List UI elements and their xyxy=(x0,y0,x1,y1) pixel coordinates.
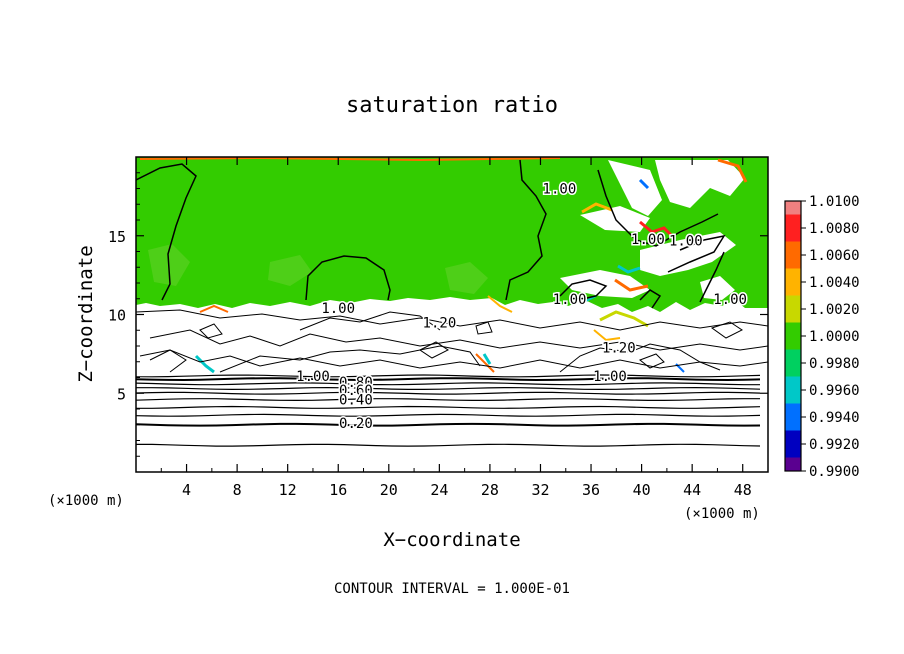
horizontal-contour-line xyxy=(136,382,760,386)
supersaturation-fringe xyxy=(593,329,621,342)
saturated-patch xyxy=(268,255,312,286)
supersaturation-fringe xyxy=(639,220,674,238)
contour-lines-upper xyxy=(136,159,726,309)
colorbar-label: 0.9960 xyxy=(809,383,860,399)
x-tick-label: 28 xyxy=(481,481,499,499)
subsaturation-fringe xyxy=(638,178,650,190)
colorbar-swatch xyxy=(785,322,801,350)
contour-label: 1.00 xyxy=(321,301,355,317)
plot-area: 1.001.00 1.001.00 1.001.001.201.201.00 1.00… xyxy=(136,157,768,472)
contour-labels: 1.001.00 1.001.00 1.001.001.201.201.00 1.00… xyxy=(295,180,749,434)
colorbar-label: 1.0080 xyxy=(809,221,860,237)
colorbar-swatch xyxy=(785,241,801,269)
contour-interval-note: CONTOUR INTERVAL = 1.000E-01 xyxy=(334,581,570,597)
subsaturation-fringe xyxy=(194,354,215,374)
contour-label: 1.00 xyxy=(543,182,577,198)
contour-label: 1.00 xyxy=(553,292,587,308)
horizontal-contour-line xyxy=(136,386,761,391)
x-tick-label: 32 xyxy=(531,481,549,499)
supersaturation-fringe xyxy=(614,278,649,292)
contour-label: 0.60 xyxy=(339,383,373,399)
horizontal-contours xyxy=(136,374,761,447)
horizontal-contour-line xyxy=(136,374,761,378)
colorbar-swatch xyxy=(785,430,801,458)
supersaturation-fringe xyxy=(475,353,495,373)
colorbar-label: 1.0040 xyxy=(809,275,860,291)
subsaturation-fringe xyxy=(482,353,492,365)
colorbar-swatch xyxy=(785,457,801,471)
z-axis: 5 10 15 xyxy=(108,172,768,457)
x-tick-label: 20 xyxy=(380,481,398,499)
colorbar-swatch xyxy=(785,201,801,215)
colorbar-label: 1.0020 xyxy=(809,302,860,318)
supersaturation-fringe xyxy=(199,304,229,313)
saturated-patch xyxy=(445,262,488,294)
x-tick-label: 48 xyxy=(734,481,752,499)
contour-lines-lower xyxy=(136,309,768,373)
x-tick-label: 16 xyxy=(329,481,347,499)
colorbar-label: 1.0100 xyxy=(809,194,860,210)
colorbar-swatch xyxy=(785,349,801,377)
horizontal-contour-line xyxy=(136,391,761,395)
supersaturation-fringe xyxy=(599,310,649,328)
x-axis: 4 8 12 16 20 24 28 32 36 40 44 48 xyxy=(160,157,752,499)
x-tick-label: 24 xyxy=(430,481,448,499)
contour-label: 1.00 xyxy=(713,292,747,308)
contour-label: 0.40 xyxy=(339,393,373,409)
colorbar-swatch xyxy=(785,268,801,296)
colorbar-label: 0.9900 xyxy=(809,464,860,480)
colorbar-label: 1.0000 xyxy=(809,329,860,345)
x-unit-label-left: (×1000 m) xyxy=(48,493,124,509)
horizontal-contour-line xyxy=(136,413,761,417)
horizontal-contour-line xyxy=(136,377,761,382)
supersaturation-fringe xyxy=(581,202,613,214)
contour-label: 1.20 xyxy=(602,341,636,357)
contour-label: 1.00 xyxy=(296,369,330,385)
z-tick-label: 10 xyxy=(108,307,126,325)
z-tick-label: 15 xyxy=(108,228,126,246)
colorbar-swatch xyxy=(785,295,801,323)
horizontal-contour-line xyxy=(136,405,761,409)
x-unit-label-right: (×1000 m) xyxy=(684,506,760,522)
horizontal-contour-line xyxy=(136,443,761,447)
colorbar-label: 0.9940 xyxy=(809,410,860,426)
colorbar-swatch xyxy=(785,214,801,242)
unsaturated-patch xyxy=(700,276,735,300)
contour-label: 1.00 xyxy=(593,369,627,385)
x-tick-label: 36 xyxy=(582,481,600,499)
supersaturation-fringe xyxy=(717,158,748,183)
horizontal-contour-line xyxy=(136,398,760,402)
unsaturated-patch xyxy=(655,160,745,208)
subsaturation-fringe xyxy=(617,264,641,274)
z-axis-title: Z−coordinate xyxy=(75,245,97,382)
chart-title: saturation ratio xyxy=(346,93,558,118)
contour-label: 1.00 xyxy=(631,232,665,248)
unsaturated-patch xyxy=(560,270,650,298)
x-tick-label: 40 xyxy=(633,481,651,499)
x-tick-label: 12 xyxy=(279,481,297,499)
colorbar-label: 0.9980 xyxy=(809,356,860,372)
contour-label: 1.00 xyxy=(669,234,703,250)
unsaturated-patch xyxy=(608,160,662,216)
contour-label: 1.20 xyxy=(423,315,457,331)
colorbar-swatch xyxy=(785,403,801,431)
colorbar: 1.0100 1.0080 1.0060 1.0040 1.0020 1.0000 0.99… xyxy=(784,194,860,480)
contour-label: 0.80 xyxy=(339,375,373,391)
colorbar-swatch xyxy=(785,376,801,404)
unsaturated-patch xyxy=(640,232,736,276)
x-tick-label: 4 xyxy=(182,481,191,499)
z-tick-label: 5 xyxy=(117,385,126,403)
x-axis-title: X−coordinate xyxy=(383,529,520,551)
x-tick-label: 44 xyxy=(683,481,701,499)
contour-label: 0.20 xyxy=(339,416,373,432)
colorbar-label: 0.9920 xyxy=(809,437,860,453)
colorbar-label: 1.0060 xyxy=(809,248,860,264)
horizontal-contour-line xyxy=(136,422,761,427)
x-tick-label: 8 xyxy=(233,481,242,499)
supersaturation-fringe xyxy=(487,295,513,313)
